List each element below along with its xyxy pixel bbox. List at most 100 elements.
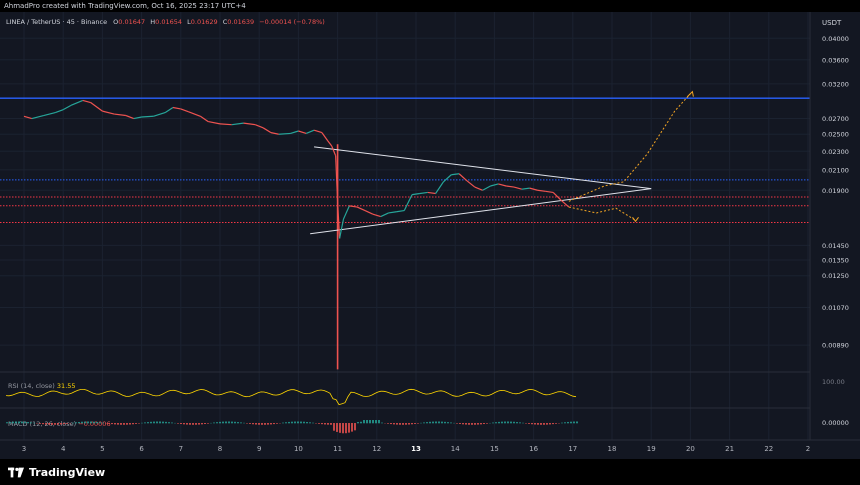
macd-bar bbox=[90, 421, 92, 424]
macd-bar bbox=[561, 422, 563, 424]
price-segment bbox=[255, 124, 264, 129]
macd-bar bbox=[6, 422, 8, 424]
macd-bar bbox=[126, 423, 128, 425]
price-axis[interactable]: USDT 0.04000 0.03600 0.03200 0.02700 0.02500… bbox=[809, 12, 860, 459]
macd-bar bbox=[66, 423, 68, 424]
price-segment bbox=[474, 186, 483, 191]
macd-bar bbox=[138, 423, 140, 424]
price-segment bbox=[356, 206, 366, 212]
macd-bar bbox=[336, 423, 338, 432]
macd-bar bbox=[123, 423, 125, 425]
macd-bar bbox=[306, 421, 308, 424]
macd-bar bbox=[285, 422, 287, 424]
price-chart[interactable]: 0.029830.019990.018380.017610.0162212:40… bbox=[0, 12, 860, 459]
symmetrical-triangle[interactable] bbox=[310, 146, 652, 235]
macd-bar bbox=[9, 421, 11, 424]
projection-paths[interactable] bbox=[568, 90, 694, 223]
macd-bar bbox=[33, 422, 35, 424]
price-segment bbox=[537, 189, 546, 192]
time-axis[interactable]: 3 4 5 6 7 8 9 10 11 12 13 14 15 16 17 18 19 20 21 22 2 bbox=[0, 439, 860, 453]
price-segment bbox=[458, 173, 468, 182]
price-tick-label: 0.02700 bbox=[822, 115, 849, 123]
macd-bar bbox=[198, 423, 200, 425]
macd-bar bbox=[576, 421, 578, 424]
price-segment bbox=[219, 123, 232, 126]
macd-bar bbox=[465, 423, 467, 425]
price-segment bbox=[321, 132, 329, 142]
price-segment bbox=[411, 192, 421, 196]
creator-header: AhmadPro created with TradingView.com, O… bbox=[4, 2, 246, 10]
macd-bar bbox=[294, 421, 296, 424]
rsi-label: RSI (14, close) 31.55 bbox=[8, 382, 76, 390]
price-segment bbox=[396, 209, 405, 213]
macd-bar bbox=[567, 421, 569, 424]
macd-label: MACD (12, 26, close) −0.00006 bbox=[8, 420, 111, 428]
macd-bar bbox=[330, 423, 332, 425]
macd-bar bbox=[156, 421, 158, 424]
macd-bar bbox=[231, 421, 233, 424]
macd-bar bbox=[462, 423, 464, 425]
macd-bar bbox=[513, 421, 515, 424]
price-segment bbox=[141, 115, 154, 118]
price-series bbox=[23, 99, 570, 239]
macd-bar bbox=[492, 422, 494, 424]
macd-bar bbox=[516, 422, 518, 424]
macd-bar bbox=[522, 422, 524, 424]
macd-bar bbox=[360, 421, 362, 424]
macd-bar bbox=[354, 423, 356, 431]
price-segment bbox=[90, 102, 103, 112]
tradingview-logo-icon bbox=[8, 467, 24, 477]
macd-bar bbox=[168, 422, 170, 424]
macd-bar bbox=[195, 423, 197, 425]
price-segment bbox=[380, 212, 389, 218]
macd-bar bbox=[15, 421, 17, 424]
macd-bar bbox=[312, 422, 314, 424]
macd-bar bbox=[108, 423, 110, 424]
rsi-pane: RSI (14, close) 31.55 bbox=[0, 371, 810, 406]
time-tick-label: 16 bbox=[529, 445, 538, 453]
macd-bar bbox=[318, 423, 320, 424]
macd-bar bbox=[264, 423, 266, 425]
macd-bar bbox=[225, 421, 227, 424]
macd-bar bbox=[411, 423, 413, 425]
macd-bar bbox=[24, 421, 26, 424]
macd-bar bbox=[429, 421, 431, 424]
macd-bar bbox=[288, 421, 290, 424]
footer-bar: TradingView bbox=[0, 459, 860, 485]
price-segment bbox=[153, 111, 166, 117]
macd-bar bbox=[153, 421, 155, 424]
projection-arrowhead bbox=[687, 90, 694, 98]
macd-bar bbox=[369, 420, 371, 424]
macd-bar bbox=[99, 422, 101, 424]
time-tick-label: 5 bbox=[100, 445, 104, 453]
macd-bar bbox=[555, 423, 557, 424]
macd-bar bbox=[375, 420, 377, 424]
macd-bar bbox=[147, 422, 149, 424]
macd-bar bbox=[552, 423, 554, 425]
price-tick-label: 0.03600 bbox=[822, 56, 849, 64]
macd-bar bbox=[114, 423, 116, 425]
macd-bar bbox=[81, 421, 83, 424]
macd-bar bbox=[459, 423, 461, 424]
rsi-line bbox=[5, 388, 577, 406]
macd-bar bbox=[408, 423, 410, 425]
price-tick-label: 0.01900 bbox=[822, 187, 849, 195]
macd-bar bbox=[120, 423, 122, 425]
macd-bar bbox=[60, 423, 62, 425]
price-segment bbox=[419, 191, 428, 195]
price-segment bbox=[270, 132, 279, 135]
macd-bar bbox=[309, 422, 311, 424]
price-segment bbox=[338, 218, 345, 239]
price-segment bbox=[513, 186, 522, 190]
price-segment bbox=[180, 108, 189, 113]
macd-bar bbox=[471, 423, 473, 425]
macd-bar bbox=[42, 423, 44, 425]
macd-bar bbox=[357, 422, 359, 424]
macd-bar bbox=[387, 423, 389, 424]
price-segment bbox=[188, 111, 201, 117]
macd-bar bbox=[18, 421, 20, 424]
price-segment bbox=[545, 190, 554, 194]
macd-bar bbox=[342, 423, 344, 434]
tradingview-brand[interactable]: TradingView bbox=[8, 465, 105, 479]
time-tick-label: 14 bbox=[451, 445, 460, 453]
